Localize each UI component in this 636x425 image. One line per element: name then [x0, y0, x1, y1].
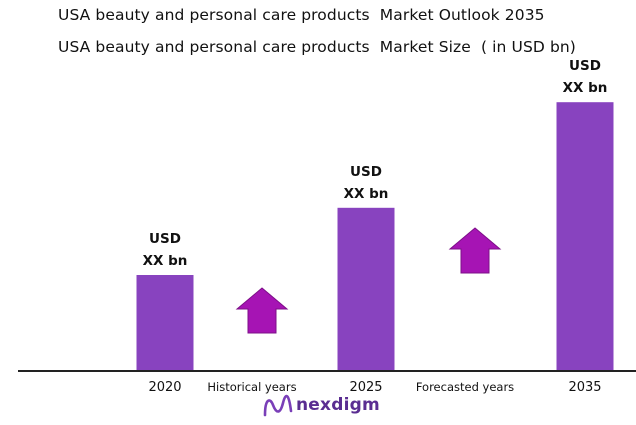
- bar-2020: [136, 275, 194, 371]
- bar-2025: [337, 207, 395, 371]
- x-tick-label-2035: 2035: [568, 380, 601, 395]
- labels-group: USD XX bn 2020 USD XX bn 2025 USD XX bn 2035 Hist…: [143, 58, 608, 395]
- data-label-2020-line2: XX bn: [143, 253, 188, 269]
- x-tick-label-2020: 2020: [148, 380, 181, 395]
- x-tick-label-2025: 2025: [349, 380, 382, 395]
- up-arrow-forecast-icon: [448, 227, 502, 274]
- brand-name: nexdigm: [296, 395, 380, 415]
- data-label-2020-line1: USD: [149, 231, 181, 247]
- data-label-2025-line1: USD: [350, 164, 382, 180]
- nexdigm-logo-icon: [263, 394, 293, 417]
- data-label-2025-line2: XX bn: [344, 186, 389, 202]
- period-annotation-1: Historical years: [207, 380, 296, 394]
- data-label-2035-line1: USD: [569, 58, 601, 74]
- growth-arrows-group: [235, 227, 502, 334]
- chart-subtitle: USA beauty and personal care products Ma…: [58, 38, 576, 56]
- period-annotation-2: Forecasted years: [416, 380, 514, 394]
- bars-group: [136, 102, 614, 371]
- up-arrow-historical-icon: [235, 287, 289, 334]
- data-label-2035-line2: XX bn: [563, 80, 608, 96]
- chart-title: USA beauty and personal care products Ma…: [58, 6, 545, 24]
- bar-2035: [556, 102, 614, 371]
